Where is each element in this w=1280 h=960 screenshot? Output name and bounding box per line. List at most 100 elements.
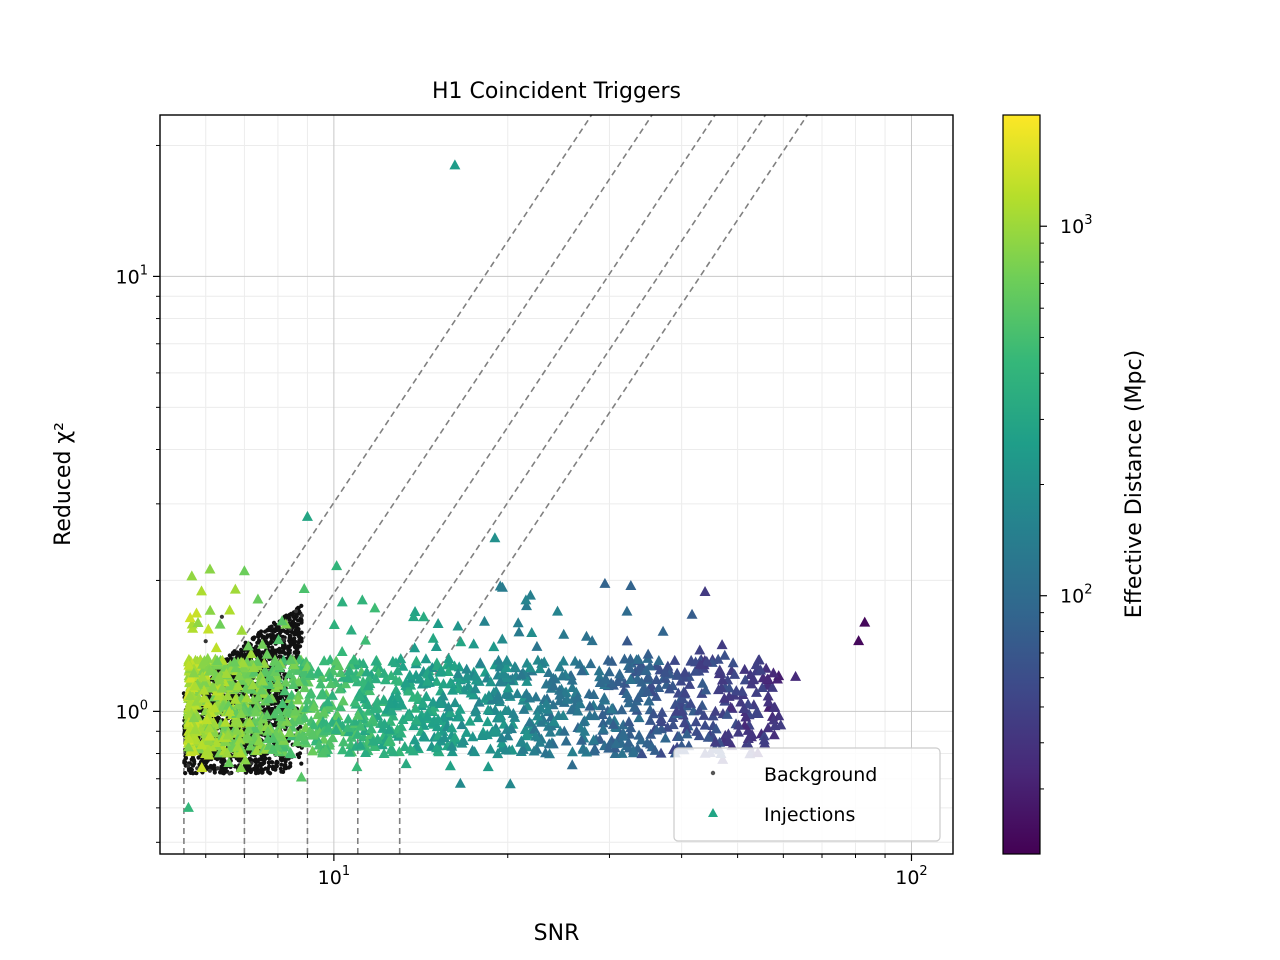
background-point: [275, 697, 281, 702]
injection-point: [552, 605, 564, 616]
injection-point: [383, 723, 395, 734]
injection-point: [534, 663, 546, 674]
background-point: [297, 631, 302, 636]
injection-point: [617, 727, 629, 738]
injection-point: [443, 701, 455, 712]
injection-point: [242, 730, 254, 741]
injection-point: [558, 725, 570, 736]
injection-point: [723, 735, 735, 746]
injection-point: [369, 703, 381, 714]
legend-marker-background: [710, 770, 716, 776]
injection-point: [524, 589, 536, 600]
injection-point: [606, 703, 618, 714]
injection-point: [281, 715, 293, 726]
background-point: [287, 616, 292, 621]
injection-point: [521, 600, 533, 611]
injection-point: [402, 685, 414, 696]
injection-point: [244, 716, 256, 727]
injection-point: [430, 640, 442, 651]
injection-point: [345, 624, 357, 635]
injection-point: [221, 747, 233, 758]
injection-point: [188, 745, 200, 756]
injection-point: [589, 710, 601, 721]
injection-point: [344, 746, 356, 757]
injection-point: [331, 560, 343, 571]
injection-point: [498, 668, 510, 679]
background-point: [283, 651, 288, 656]
y-tick-label: 101: [116, 263, 148, 288]
y-tick-label: 100: [116, 698, 148, 723]
injection-point: [455, 636, 467, 647]
injection-point: [189, 680, 201, 691]
background-point: [277, 646, 282, 651]
background-point: [267, 770, 272, 775]
injection-point: [493, 654, 505, 665]
injection-point: [444, 707, 456, 718]
injection-point: [636, 748, 648, 759]
background-point: [266, 760, 271, 765]
injection-point: [454, 777, 466, 788]
injection-point: [511, 688, 523, 699]
injection-point: [395, 727, 407, 738]
injection-point: [722, 728, 734, 739]
injection-point: [607, 718, 619, 729]
injection-point: [248, 661, 260, 672]
injection-point: [750, 707, 762, 718]
injection-point: [223, 705, 235, 716]
injection-point: [308, 701, 320, 712]
injection-point: [367, 735, 379, 746]
injection-point: [529, 723, 541, 734]
injection-point: [750, 659, 762, 670]
background-point: [216, 716, 221, 721]
injection-point: [201, 714, 213, 725]
injection-point: [699, 585, 711, 596]
injection-point: [253, 735, 265, 746]
injection-point: [632, 692, 644, 703]
background-point: [227, 771, 232, 776]
injection-point: [605, 677, 617, 688]
injection-point: [315, 689, 327, 700]
injection-point: [267, 732, 279, 743]
injection-point: [188, 712, 200, 723]
injection-point: [272, 659, 284, 670]
injection-point: [574, 658, 586, 669]
injection-point: [293, 714, 305, 725]
injection-point: [543, 738, 555, 749]
injection-point: [470, 706, 482, 717]
injection-point: [191, 607, 203, 618]
background-point: [183, 771, 188, 776]
injection-point: [385, 742, 397, 753]
injection-point: [422, 710, 434, 721]
background-point: [212, 770, 217, 775]
legend: Background Injections: [673, 747, 941, 842]
injection-point: [387, 655, 399, 666]
injection-point: [614, 668, 626, 679]
injection-point: [367, 716, 379, 727]
injection-point: [444, 760, 456, 771]
injection-point: [280, 676, 292, 687]
injection-point: [577, 743, 589, 754]
colorbar-tick-label: 102: [1060, 583, 1092, 608]
injection-point: [669, 654, 681, 665]
injection-point: [691, 725, 703, 736]
injection-point: [203, 722, 215, 733]
background-point: [190, 755, 195, 760]
injection-point: [520, 688, 532, 699]
background-point: [259, 633, 264, 638]
injection-point: [641, 686, 653, 697]
injection-point: [211, 655, 223, 666]
injection-point: [507, 707, 519, 718]
injection-point: [651, 724, 663, 735]
background-point: [259, 770, 265, 775]
injection-point: [689, 665, 701, 676]
injection-point: [357, 657, 369, 668]
injection-point: [648, 708, 660, 719]
injection-point: [342, 713, 354, 724]
injection-point: [356, 594, 368, 605]
background-point: [299, 613, 304, 618]
injection-point: [421, 675, 433, 686]
injection-point: [548, 680, 560, 691]
injection-point: [307, 745, 319, 756]
injection-point: [681, 728, 693, 739]
injection-point: [482, 704, 494, 715]
